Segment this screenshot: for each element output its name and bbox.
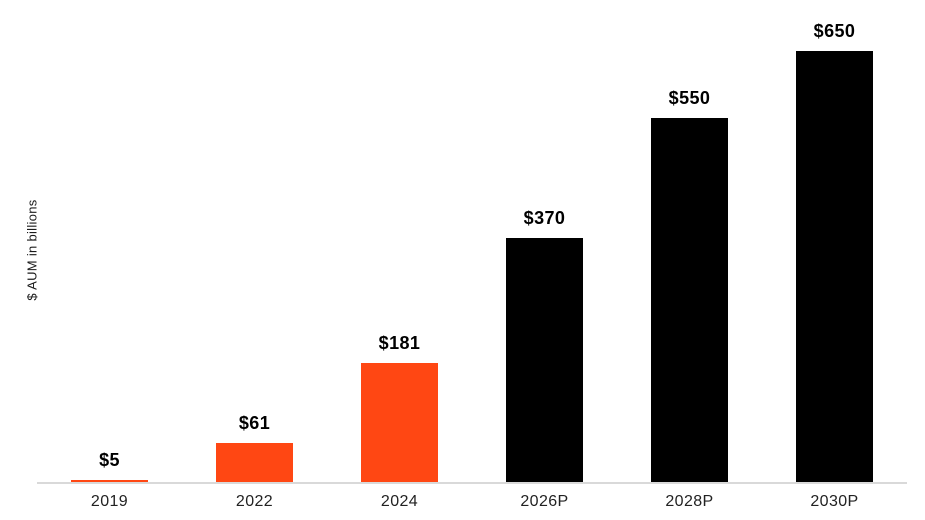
x-axis-tick-label: 2024 (380, 493, 419, 510)
bar-2022 (216, 443, 293, 484)
bar-column-2024: $181 (327, 0, 472, 484)
bar-value-label: $5 (99, 450, 120, 470)
plot-area: $5 $61 $181 $370 $550 $650 (37, 0, 907, 484)
bar-2024 (361, 363, 438, 484)
x-axis-line (37, 482, 907, 484)
bar-value-label: $370 (523, 208, 566, 228)
x-axis-labels: 2019 2022 2024 2026P 2028P 2030P (37, 486, 907, 520)
x-axis-tick-label: 2028P (665, 493, 714, 510)
x-axis-tick-label: 2030P (810, 493, 859, 510)
bar-2030p (796, 51, 873, 484)
bar-column-2030p: $650 (762, 0, 907, 484)
bar-2026p (506, 238, 583, 484)
bar-column-2019: $5 (37, 0, 182, 484)
bar-value-label: $650 (813, 21, 856, 41)
bar-column-2026p: $370 (472, 0, 617, 484)
bar-value-label: $61 (238, 413, 271, 433)
x-axis-tick-label: 2022 (235, 493, 274, 510)
bar-value-label: $181 (378, 333, 421, 353)
bar-column-2028p: $550 (617, 0, 762, 484)
x-axis-tick-label: 2026P (520, 493, 569, 510)
x-axis-tick-label: 2019 (90, 493, 129, 510)
bar-column-2022: $61 (182, 0, 327, 484)
bar-value-label: $550 (668, 88, 711, 108)
bar-2028p (651, 118, 728, 484)
